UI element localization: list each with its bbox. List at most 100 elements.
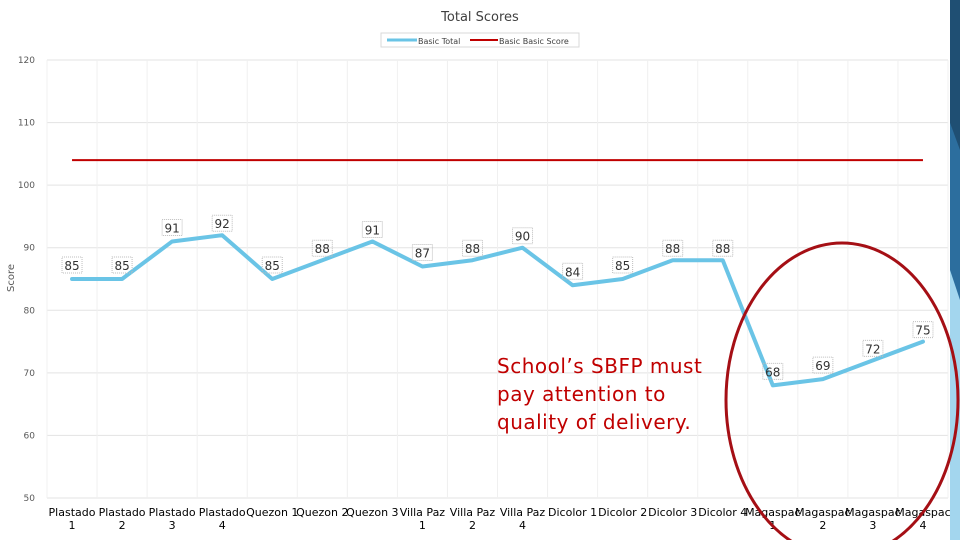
data-point-1 bbox=[70, 277, 74, 281]
x-label-1-line-1: Plastado bbox=[49, 506, 96, 519]
data-label-box-9 bbox=[461, 239, 483, 257]
data-point-17 bbox=[871, 358, 875, 362]
data-label-box-3 bbox=[161, 218, 183, 236]
data-label-1: 85 bbox=[61, 256, 83, 274]
x-label-9-line-2: 2 bbox=[469, 519, 476, 532]
data-label-text-18: 75 bbox=[915, 324, 930, 338]
data-point-5 bbox=[270, 277, 274, 281]
x-label-17-line-1: Magaspac bbox=[845, 506, 900, 519]
x-label-13-line-1: Dicolor 3 bbox=[648, 506, 697, 519]
data-label-5: 85 bbox=[261, 256, 283, 274]
x-label-3-line-1: Plastado bbox=[149, 506, 196, 519]
x-label-16-line-2: 2 bbox=[819, 519, 826, 532]
data-point-4 bbox=[220, 233, 224, 237]
data-label-box-13 bbox=[662, 239, 684, 257]
data-label-6: 88 bbox=[311, 239, 333, 257]
y-axis-ticks: 50 60 70 80 90 100 110 120 bbox=[18, 56, 35, 504]
x-label-16-line-1: Magaspac bbox=[795, 506, 850, 519]
data-label-9: 88 bbox=[461, 239, 483, 257]
data-point-8 bbox=[420, 264, 424, 268]
y-tick-90: 90 bbox=[24, 244, 36, 254]
data-label-box-7 bbox=[361, 220, 383, 238]
data-label-text-2: 85 bbox=[114, 259, 129, 273]
x-label-14-line-1: Dicolor 4 bbox=[698, 506, 747, 519]
y-tick-100: 100 bbox=[18, 181, 35, 191]
data-point-16 bbox=[821, 377, 825, 381]
data-point-15 bbox=[771, 383, 775, 387]
x-label-3-line-2: 3 bbox=[169, 519, 176, 532]
data-label-text-12: 85 bbox=[615, 259, 630, 273]
data-label-box-10 bbox=[512, 227, 534, 245]
data-label-10: 90 bbox=[512, 227, 534, 245]
annotation-line-1: School’s SBFP must bbox=[497, 354, 702, 378]
data-label-text-8: 87 bbox=[415, 246, 430, 260]
legend-label-basic-total: Basic Total bbox=[418, 37, 460, 46]
annotation-line-2: pay attention to bbox=[497, 382, 666, 406]
x-label-2-line-1: Plastado bbox=[99, 506, 146, 519]
y-tick-70: 70 bbox=[24, 369, 36, 379]
grid bbox=[46, 59, 949, 499]
data-point-3 bbox=[170, 239, 174, 243]
data-label-box-11 bbox=[562, 262, 584, 280]
data-label-text-17: 72 bbox=[865, 342, 880, 356]
data-label-box-15 bbox=[762, 362, 784, 380]
x-label-6: Quezon 2 bbox=[296, 506, 348, 519]
x-label-15-line-1: Magaspac bbox=[745, 506, 800, 519]
data-point-12 bbox=[621, 277, 625, 281]
x-label-7-line-1: Quezon 3 bbox=[346, 506, 398, 519]
x-label-10-line-1: Villa Paz bbox=[500, 506, 546, 519]
data-label-box-17 bbox=[862, 339, 884, 357]
data-label-box-1 bbox=[61, 256, 83, 274]
data-point-13 bbox=[671, 258, 675, 262]
data-label-text-9: 88 bbox=[465, 242, 480, 256]
data-label-3: 91 bbox=[161, 218, 183, 236]
x-label-14: Dicolor 4 bbox=[698, 506, 747, 519]
legend: Basic Total Basic Basic Score bbox=[380, 32, 580, 48]
data-label-box-8 bbox=[411, 243, 433, 261]
data-label-text-6: 88 bbox=[315, 242, 330, 256]
x-label-8-line-2: 1 bbox=[419, 519, 426, 532]
x-label-5-line-1: Quezon 1 bbox=[246, 506, 298, 519]
data-label-15: 68 bbox=[762, 362, 784, 380]
data-label-13: 88 bbox=[662, 239, 684, 257]
data-label-4: 92 bbox=[211, 214, 233, 232]
x-label-9-line-1: Villa Paz bbox=[450, 506, 496, 519]
data-label-text-16: 69 bbox=[815, 359, 830, 373]
x-label-4-line-2: 4 bbox=[219, 519, 226, 532]
data-label-text-13: 88 bbox=[665, 242, 680, 256]
data-point-10 bbox=[521, 246, 525, 250]
data-label-text-3: 91 bbox=[164, 221, 179, 235]
highlight-circle bbox=[724, 241, 960, 540]
x-label-17-line-2: 3 bbox=[869, 519, 876, 532]
data-label-box-16 bbox=[812, 356, 834, 374]
series-layer bbox=[70, 159, 925, 388]
x-axis-labels: Plastado1Plastado2Plastado3Plastado4Quez… bbox=[49, 506, 951, 532]
data-label-text-1: 85 bbox=[64, 259, 79, 273]
x-label-11: Dicolor 1 bbox=[548, 506, 597, 519]
data-label-18: 75 bbox=[912, 321, 934, 339]
y-tick-50: 50 bbox=[24, 494, 36, 504]
x-label-18-line-2: 4 bbox=[919, 519, 926, 532]
data-label-text-5: 85 bbox=[265, 259, 280, 273]
data-label-7: 91 bbox=[361, 220, 383, 238]
x-label-7: Quezon 3 bbox=[346, 506, 398, 519]
y-axis-title: Score bbox=[6, 264, 17, 292]
data-point-14 bbox=[721, 258, 725, 262]
data-label-text-15: 68 bbox=[765, 365, 780, 379]
y-tick-120: 120 bbox=[18, 56, 35, 66]
data-label-11: 84 bbox=[562, 262, 584, 280]
data-point-2 bbox=[120, 277, 124, 281]
data-label-text-14: 88 bbox=[715, 242, 730, 256]
data-point-18 bbox=[921, 340, 925, 344]
x-label-1-line-2: 1 bbox=[69, 519, 76, 532]
data-point-7 bbox=[370, 239, 374, 243]
